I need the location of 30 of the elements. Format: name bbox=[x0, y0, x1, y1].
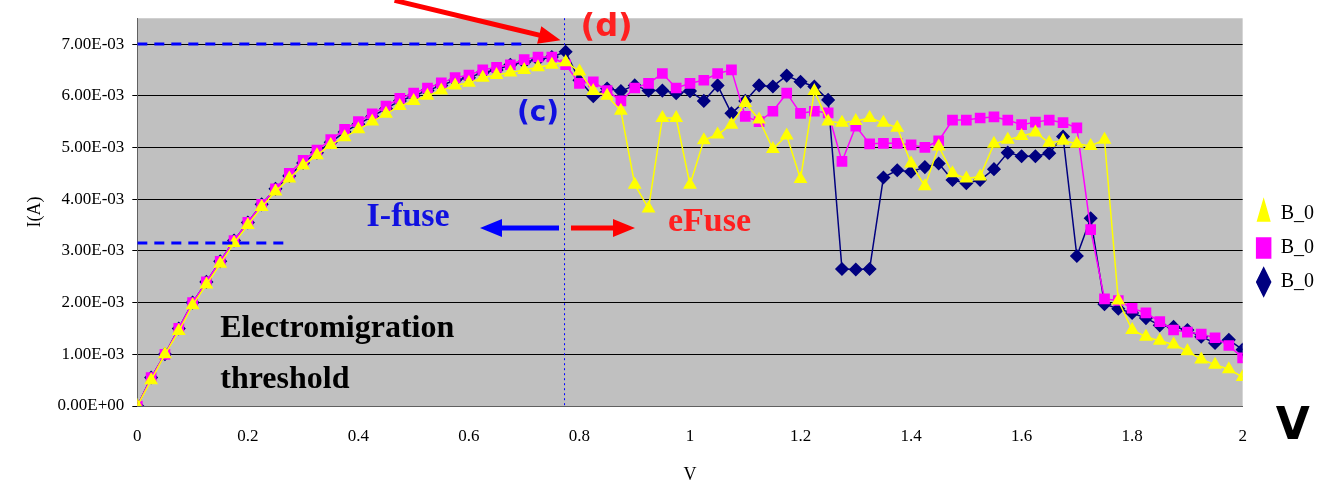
x-tick-label: 1.6 bbox=[1010, 425, 1033, 445]
legend-label: B_0 bbox=[1280, 201, 1314, 224]
y-tick-label: 5.00E-03 bbox=[61, 136, 125, 156]
y-axis-title: I(A) bbox=[23, 196, 45, 228]
annotation: (d) bbox=[580, 6, 633, 45]
x-tick-label: 1.4 bbox=[900, 425, 923, 445]
x-tick-label: 0.8 bbox=[568, 425, 591, 445]
y-tick-label: 6.00E-03 bbox=[61, 85, 125, 105]
x-axis-title: V bbox=[683, 463, 697, 484]
x-tick-label: 0.6 bbox=[458, 425, 480, 445]
x-tick-label: 1.8 bbox=[1121, 425, 1143, 445]
y-tick-label: 7.00E-03 bbox=[61, 33, 125, 53]
legend-label: B_0 bbox=[1280, 235, 1314, 258]
x-tick-label: 0 bbox=[133, 425, 142, 445]
annotation: Electromigration threshold bbox=[220, 307, 455, 396]
x-tick-label: 1 bbox=[685, 425, 695, 445]
x-tick-label: 2 bbox=[1238, 425, 1247, 445]
x-tick-label: 0.4 bbox=[347, 425, 370, 445]
y-tick-label: 1.00E-03 bbox=[61, 343, 125, 363]
annotation: eFuse bbox=[667, 201, 751, 239]
legend-label: B_0 bbox=[1280, 269, 1314, 292]
text: V bbox=[1275, 398, 1310, 450]
y-tick-label: 2.00E-03 bbox=[61, 292, 125, 312]
y-tick-label: 0.00E+00 bbox=[57, 395, 125, 415]
y-tick-label: 3.00E-03 bbox=[61, 240, 125, 260]
x-tick-label: 0.2 bbox=[237, 425, 259, 445]
y-tick-label: 4.00E-03 bbox=[61, 188, 125, 208]
x-tick-label: 1.2 bbox=[789, 425, 812, 445]
annotation: I-fuse bbox=[366, 196, 450, 234]
annotation: (c) bbox=[516, 95, 560, 129]
